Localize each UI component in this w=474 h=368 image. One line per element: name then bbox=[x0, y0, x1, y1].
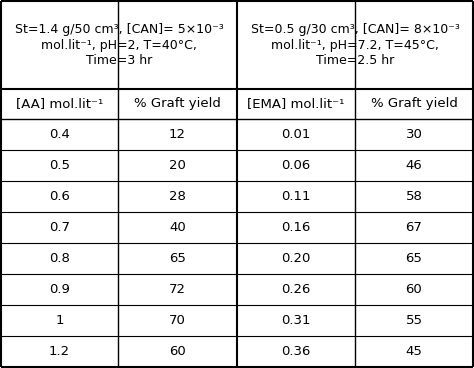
Text: 60: 60 bbox=[406, 283, 422, 296]
Text: 67: 67 bbox=[406, 221, 422, 234]
Text: 0.11: 0.11 bbox=[281, 190, 311, 203]
Text: Time=2.5 hr: Time=2.5 hr bbox=[316, 53, 394, 67]
Text: St=0.5 g/30 cm³, [CAN]= 8×10⁻³: St=0.5 g/30 cm³, [CAN]= 8×10⁻³ bbox=[251, 24, 459, 36]
Text: 58: 58 bbox=[406, 190, 422, 203]
Text: St=1.4 g/50 cm³, [CAN]= 5×10⁻³: St=1.4 g/50 cm³, [CAN]= 5×10⁻³ bbox=[15, 24, 223, 36]
Text: 0.26: 0.26 bbox=[281, 283, 310, 296]
Text: mol.lit⁻¹, pH=7.2, T=45°C,: mol.lit⁻¹, pH=7.2, T=45°C, bbox=[271, 39, 439, 52]
Text: 0.9: 0.9 bbox=[49, 283, 70, 296]
Text: 0.8: 0.8 bbox=[49, 252, 70, 265]
Text: 72: 72 bbox=[169, 283, 186, 296]
Text: Time=3 hr: Time=3 hr bbox=[86, 53, 152, 67]
Text: 30: 30 bbox=[406, 128, 422, 141]
Text: 0.31: 0.31 bbox=[281, 314, 311, 327]
Text: 0.5: 0.5 bbox=[49, 159, 70, 172]
Text: 1: 1 bbox=[55, 314, 64, 327]
Text: 0.6: 0.6 bbox=[49, 190, 70, 203]
Text: 0.36: 0.36 bbox=[281, 345, 310, 358]
Text: 0.16: 0.16 bbox=[281, 221, 310, 234]
Text: % Graft yield: % Graft yield bbox=[371, 98, 457, 110]
Text: 60: 60 bbox=[169, 345, 186, 358]
Text: 0.7: 0.7 bbox=[49, 221, 70, 234]
Text: 65: 65 bbox=[169, 252, 186, 265]
Text: 28: 28 bbox=[169, 190, 186, 203]
Text: 0.01: 0.01 bbox=[281, 128, 310, 141]
Text: 70: 70 bbox=[169, 314, 186, 327]
Text: [AA] mol.lit⁻¹: [AA] mol.lit⁻¹ bbox=[16, 98, 103, 110]
Text: 55: 55 bbox=[405, 314, 422, 327]
Text: 0.06: 0.06 bbox=[282, 159, 310, 172]
Text: 40: 40 bbox=[169, 221, 186, 234]
Text: 12: 12 bbox=[169, 128, 186, 141]
Text: % Graft yield: % Graft yield bbox=[134, 98, 221, 110]
Text: 0.4: 0.4 bbox=[49, 128, 70, 141]
Text: 0.20: 0.20 bbox=[281, 252, 310, 265]
Text: 45: 45 bbox=[406, 345, 422, 358]
Text: 46: 46 bbox=[406, 159, 422, 172]
Text: 1.2: 1.2 bbox=[49, 345, 70, 358]
Text: mol.lit⁻¹, pH=2, T=40°C,: mol.lit⁻¹, pH=2, T=40°C, bbox=[41, 39, 197, 52]
Text: 65: 65 bbox=[406, 252, 422, 265]
Text: 20: 20 bbox=[169, 159, 186, 172]
Text: [EMA] mol.lit⁻¹: [EMA] mol.lit⁻¹ bbox=[247, 98, 345, 110]
